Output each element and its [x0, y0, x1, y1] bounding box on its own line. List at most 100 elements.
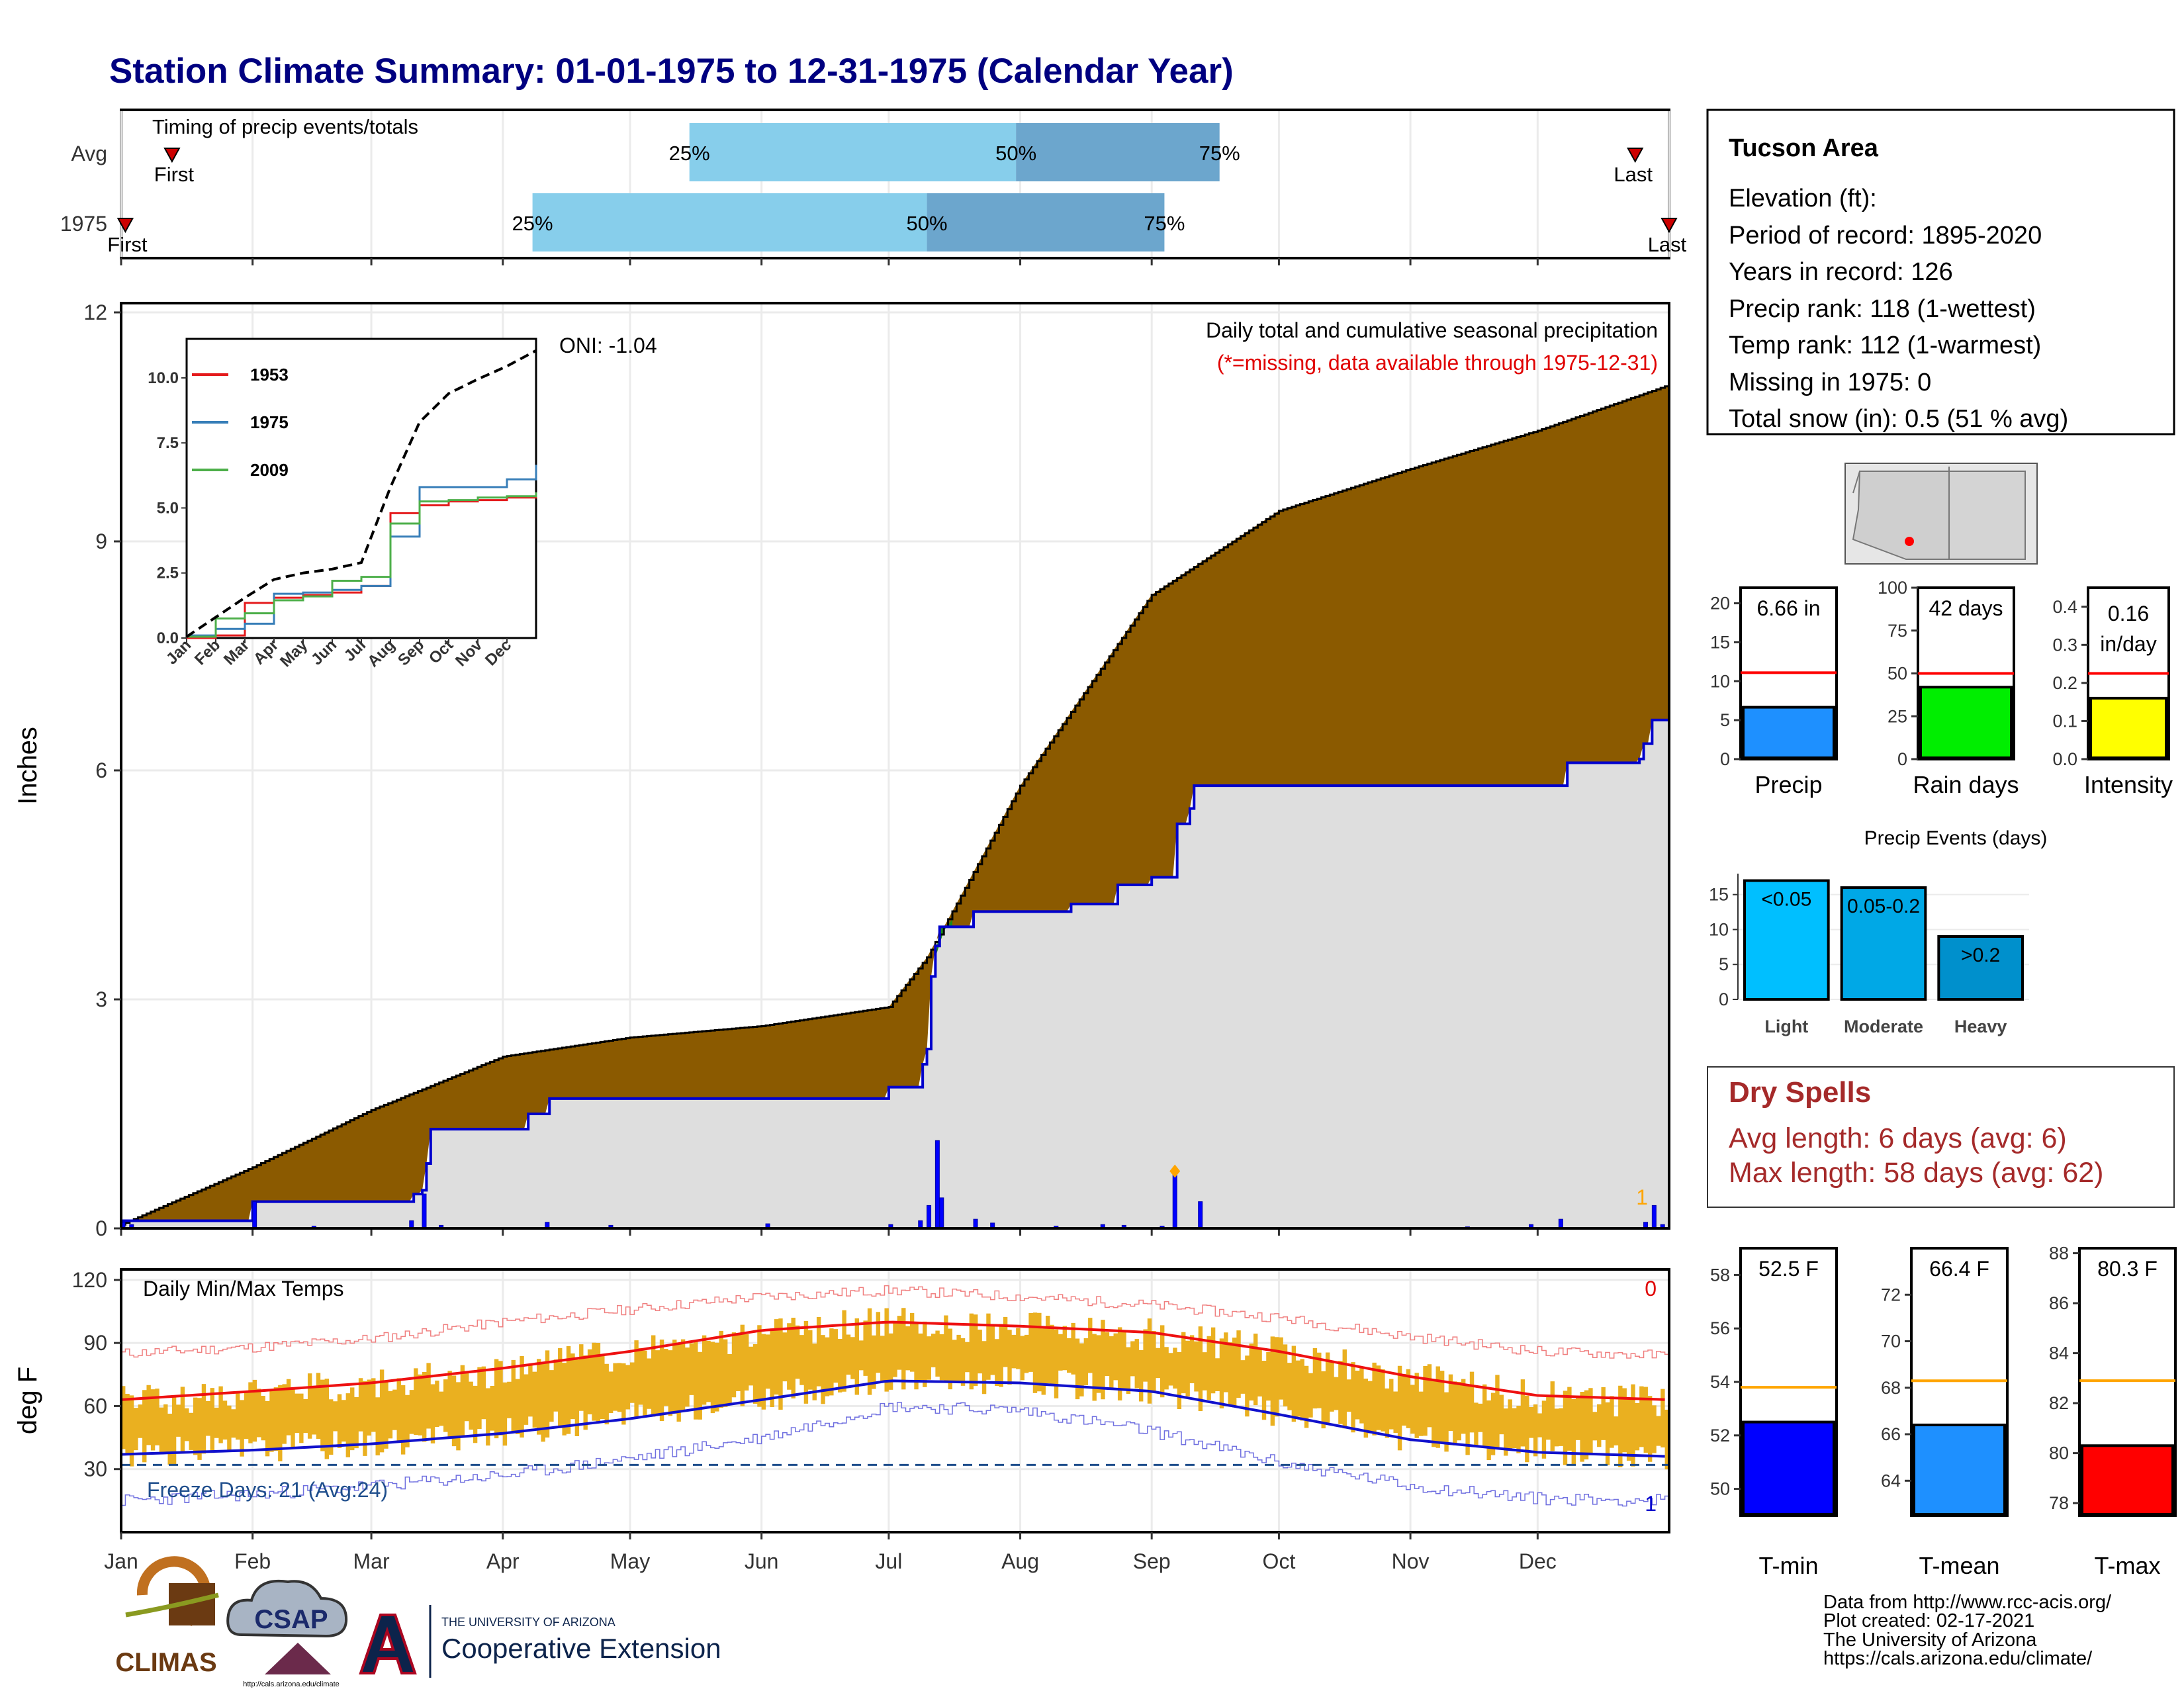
temp-gauge-tick-label: 86: [2049, 1293, 2069, 1313]
last-event-marker: [1661, 218, 1678, 234]
month-tick-label: Jul: [875, 1549, 902, 1573]
legend-label-1953: 1953: [250, 365, 289, 385]
map-utah-border: [1852, 467, 1950, 494]
temp-gauge-tick-label: 82: [2049, 1393, 2069, 1413]
daily-precip-bar: [927, 1205, 932, 1229]
month-tick-label: Aug: [1001, 1549, 1039, 1573]
last-event-marker: [1627, 148, 1644, 163]
legend-label-1975: 1975: [250, 412, 289, 432]
credit-line-ua: The University of Arizona: [1823, 1629, 2037, 1651]
precip-gauge-tick-label: 5: [1720, 710, 1730, 730]
precip-gauge-tick-label: 75: [1888, 621, 1907, 641]
precip-gauge-bar: [2089, 696, 2167, 760]
month-tick-label: Apr: [486, 1549, 520, 1573]
precip-gauge-tick-label: 0.2: [2052, 673, 2077, 693]
temp-gauge-value: 80.3 F: [2097, 1257, 2158, 1281]
inset-average-line: [185, 349, 537, 638]
temp-gauge-tick-label: 54: [1710, 1372, 1730, 1392]
daily-precip-bar: [252, 1201, 257, 1229]
temp-gauge-label: T-min: [1759, 1552, 1819, 1579]
temp-gauge-label: T-mean: [1919, 1552, 1999, 1579]
temp-gauge-tick-label: 64: [1881, 1471, 1901, 1490]
events-y-tick-label: 15: [1709, 885, 1729, 905]
precip-y-tick-label: 0: [95, 1216, 107, 1240]
temp-y-axis-label: deg F: [13, 1367, 42, 1434]
first-event-marker: [116, 218, 134, 234]
info-line-temp-rank: Temp rank: 112 (1-warmest): [1729, 332, 2041, 359]
timing-pct-label: 25%: [512, 212, 553, 235]
precip-panel-title: Daily total and cumulative seasonal prec…: [1206, 318, 1658, 342]
precip-gauge-tick-label: 0: [1720, 749, 1730, 769]
info-line-snow: Total snow (in): 0.5 (51 % avg): [1729, 405, 2068, 433]
climas-logo-swoosh: [125, 1592, 219, 1618]
temp-gauge-tick-label: 50: [1710, 1479, 1730, 1499]
precip-events-chart: Precip Events (days) 0 5 10 15 <0.05 Light 0.05…: [1709, 827, 2047, 1036]
timing-bar-late: [1016, 123, 1220, 181]
temp-gauge-bar: [1742, 1420, 1835, 1516]
precip-gauge-bar: [1742, 706, 1835, 759]
station-location-marker: [1905, 537, 1914, 546]
record-low-line: [121, 1402, 1670, 1507]
month-tick-label: Sep: [1133, 1549, 1171, 1573]
precip-gauge-tick-label: 50: [1888, 664, 1907, 684]
timing-row-label-avg: Avg: [71, 142, 107, 165]
timing-panel: 25% 50% 75% First Last 25% 50% 75% First Last Tim…: [60, 109, 1687, 265]
precip-gauge-tick-label: 0.4: [2052, 597, 2077, 617]
events-y-tick-label: 0: [1719, 989, 1729, 1009]
timing-bars: 25% 50% 75% First Last 25% 50% 75% First Last: [107, 123, 1687, 256]
inset-line-2009: [187, 492, 537, 638]
daily-precip-bar: [1198, 1201, 1203, 1229]
precip-y-axis: 0 3 6 9 12: [83, 300, 121, 1240]
precip-gauge-value: 0.16: [2108, 602, 2149, 625]
first-event-marker: [163, 148, 181, 163]
precip-gauge-value-unit: in/day: [2100, 632, 2156, 656]
credit-line-data: Data from http://www.rcc-acis.org/: [1823, 1592, 2112, 1613]
info-line-precip-rank: Precip rank: 118 (1-wettest): [1729, 295, 2036, 323]
precip-gauges: 0 5 10 15 20 Precip 6.66 in 0 25 50 75 100 Rain days…: [1710, 578, 2173, 798]
month-tick-label: Jan: [104, 1549, 138, 1573]
temp-bottom-count: 1: [1645, 1492, 1657, 1516]
average-min-line: [120, 1379, 1665, 1458]
ua-a-icon: [359, 1614, 417, 1674]
inset-y-tick-label: 10.0: [148, 369, 179, 387]
temp-y-tick-label: 120: [72, 1268, 107, 1292]
precip-panel-subtitle: (*=missing, data available through 1975-…: [1217, 351, 1658, 375]
temp-gauge-tick-label: 70: [1881, 1332, 1901, 1351]
precip-panel: 0 3 6 9 12 Inches Daily total and cumulative…: [13, 300, 1670, 1240]
temp-gauge-label: T-max: [2094, 1552, 2160, 1579]
temp-panel-title: Daily Min/Max Temps: [143, 1277, 343, 1301]
page-title: Station Climate Summary: 01-01-1975 to 1…: [109, 52, 1234, 91]
csap-logo-url: http://cals.arizona.edu/climate: [243, 1680, 340, 1688]
timing-panel-title: Timing of precip events/totals: [152, 115, 418, 138]
month-tick-label: Jun: [745, 1549, 779, 1573]
timing-pct-label: 75%: [1144, 212, 1185, 235]
daily-precip-bar: [1651, 1205, 1657, 1229]
precip-y-axis-label: Inches: [13, 727, 42, 805]
precip-gauge-label: Intensity: [2084, 771, 2173, 798]
precip-gauge-tick-label: 10: [1710, 671, 1730, 691]
credit-line-date: Plot created: 02-17-2021: [1823, 1610, 2034, 1631]
station-name: Tucson Area: [1729, 134, 1879, 162]
temp-gauge-tick-label: 58: [1710, 1265, 1730, 1285]
daily-precip-bar: [1558, 1218, 1563, 1229]
events-chart-title: Precip Events (days): [1864, 827, 2048, 849]
precip-gauge-tick-label: 25: [1888, 706, 1907, 726]
inset-line-1975: [187, 465, 537, 637]
climas-logo: CLIMAS: [115, 1556, 219, 1677]
daily-precip-bar: [934, 1140, 940, 1229]
legend-label-2009: 2009: [250, 460, 289, 480]
events-y-tick-label: 10: [1709, 919, 1729, 939]
first-event-label: First: [107, 233, 148, 256]
temp-gauge-tick-label: 56: [1710, 1318, 1730, 1338]
climas-logo-text: CLIMAS: [115, 1648, 216, 1677]
precip-panel-frame: [120, 302, 1670, 1230]
daily-precip-bar: [939, 1197, 944, 1229]
precip-gauge-tick-label: 0.3: [2052, 635, 2077, 655]
precip-gauge-value: 42 days: [1929, 596, 2003, 620]
daily-precip-bar: [973, 1218, 978, 1229]
temp-gauge-value: 66.4 F: [1929, 1257, 1989, 1281]
timing-pct-label: 50%: [907, 212, 948, 235]
temp-gauge-value: 52.5 F: [1758, 1257, 1819, 1281]
credit-line-url: https://cals.arizona.edu/climate/: [1823, 1648, 2093, 1669]
